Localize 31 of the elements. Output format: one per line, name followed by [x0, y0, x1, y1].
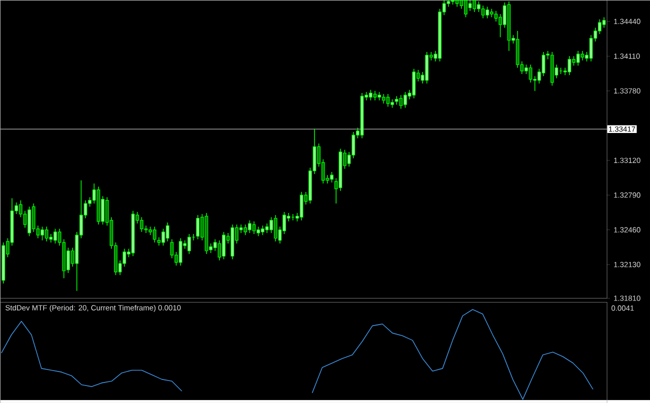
- candlestick: [256, 226, 260, 236]
- candlestick: [468, 0, 472, 12]
- candlestick: [244, 224, 248, 236]
- candlestick: [178, 238, 182, 266]
- candlestick: [140, 216, 144, 232]
- candlestick: [412, 68, 416, 98]
- candlestick: [382, 93, 386, 104]
- candlestick: [274, 214, 278, 242]
- candlestick: [32, 202, 36, 232]
- candlestick: [386, 93, 390, 107]
- candlestick: [166, 222, 170, 242]
- candlestick: [373, 90, 377, 101]
- candlestick: [399, 94, 403, 110]
- candlestick: [252, 220, 256, 234]
- candlestick: [472, 0, 476, 12]
- candlestick: [580, 50, 584, 61]
- candlestick: [494, 10, 498, 22]
- candlestick: [542, 51, 546, 76]
- candlestick: [368, 89, 372, 101]
- candlestick: [528, 64, 532, 83]
- candlestick: [576, 50, 580, 66]
- candlestick: [260, 225, 264, 236]
- candlestick: [248, 220, 252, 234]
- candlestick: [568, 56, 572, 76]
- candlestick: [481, 5, 485, 18]
- candlestick: [598, 18, 602, 34]
- candlestick: [486, 6, 490, 18]
- candlestick: [152, 226, 156, 243]
- candlestick: [196, 214, 200, 240]
- candlestick: [602, 16, 606, 28]
- candlestick: [44, 226, 48, 242]
